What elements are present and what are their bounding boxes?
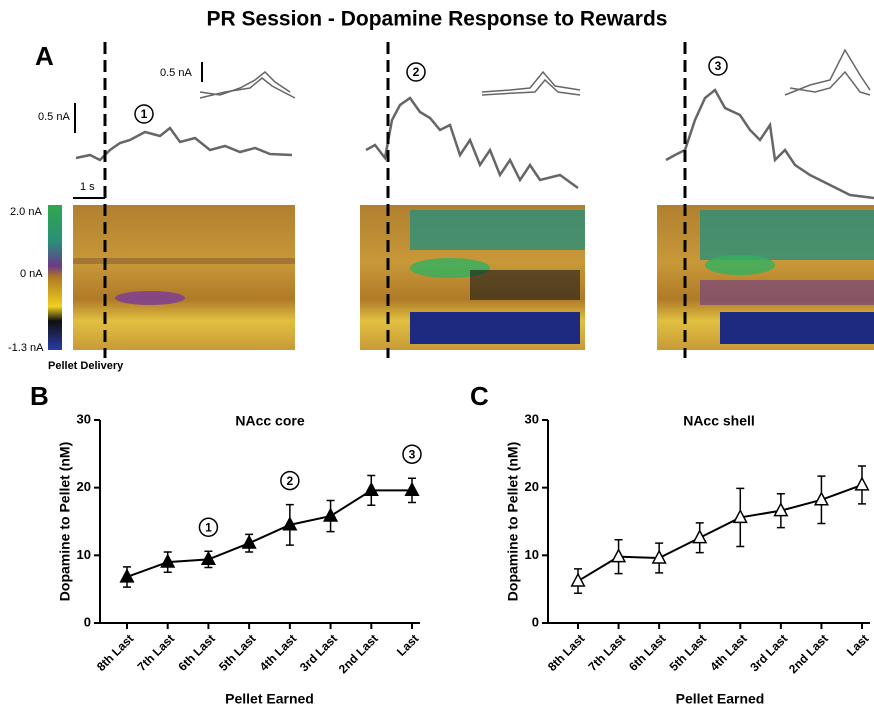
data-point bbox=[813, 491, 829, 506]
x-tick-label: 6th Last bbox=[626, 631, 668, 673]
data-point bbox=[854, 476, 870, 491]
y-axis-label: Dopamine to Pellet (nM) bbox=[505, 442, 521, 601]
x-tick-label: 8th Last bbox=[545, 631, 587, 673]
annotation-marker bbox=[280, 470, 300, 491]
y-tick-label: 10 bbox=[525, 547, 539, 562]
series-line bbox=[577, 484, 863, 582]
x-tick-label: Last bbox=[844, 631, 871, 658]
event-line bbox=[103, 42, 687, 358]
trial-label: 2 bbox=[413, 65, 420, 79]
y-axis-label: Dopamine to Pellet (nM) bbox=[57, 442, 73, 601]
data-point bbox=[611, 548, 627, 563]
trial-marker bbox=[406, 62, 426, 82]
heatmap bbox=[73, 205, 295, 350]
colorbar-label: 2.0 nA bbox=[10, 206, 42, 218]
data-point bbox=[363, 481, 379, 497]
data-point bbox=[651, 549, 667, 564]
y-tick-label: 20 bbox=[77, 479, 91, 494]
x-tick-label: 6th Last bbox=[175, 631, 217, 673]
y-tick-label: 0 bbox=[532, 614, 539, 629]
trial-marker bbox=[708, 56, 728, 76]
event-label: Pellet Delivery bbox=[48, 360, 124, 372]
data-point bbox=[160, 553, 176, 568]
colorbar-label: 0 nA bbox=[20, 268, 43, 280]
annotation-marker bbox=[198, 517, 219, 538]
panel-letter: C bbox=[470, 381, 489, 411]
x-tick-label: 4th Last bbox=[707, 631, 749, 673]
y-tick-label: 30 bbox=[525, 411, 539, 426]
x-axis-label: Pellet Earned bbox=[225, 691, 314, 707]
data-point bbox=[282, 516, 298, 531]
y-tick-label: 20 bbox=[525, 479, 539, 494]
scale-label: 0.5 nA bbox=[160, 67, 192, 79]
panel-letter: B bbox=[30, 381, 49, 411]
x-axis-label: Pellet Earned bbox=[676, 691, 765, 707]
trace bbox=[75, 48, 874, 200]
x-tick-label: 3rd Last bbox=[297, 631, 340, 674]
data-point bbox=[241, 534, 257, 549]
x-tick-label: 5th Last bbox=[667, 631, 709, 673]
x-tick-label: 8th Last bbox=[94, 631, 136, 673]
x-tick-label: Last bbox=[394, 631, 421, 658]
x-tick-label: 4th Last bbox=[257, 631, 299, 673]
data-point bbox=[773, 502, 789, 517]
x-tick-label: 3rd Last bbox=[747, 631, 790, 674]
x-tick-label: 7th Last bbox=[585, 631, 627, 673]
x-tick-label: 5th Last bbox=[216, 631, 258, 673]
data-point bbox=[732, 508, 748, 524]
x-tick-label: 7th Last bbox=[135, 631, 177, 673]
y-tick-label: 0 bbox=[84, 614, 91, 629]
trial-marker bbox=[134, 104, 154, 124]
scale-label: 1 s bbox=[80, 181, 95, 193]
heatmap bbox=[657, 205, 874, 350]
x-tick-label: 2nd Last bbox=[336, 631, 381, 676]
trial-label: 3 bbox=[715, 59, 722, 73]
colorbar bbox=[48, 205, 62, 350]
trial-label: 1 bbox=[141, 107, 148, 121]
y-tick-label: 10 bbox=[77, 547, 91, 562]
annotation-marker bbox=[402, 444, 422, 464]
annotation: 2 bbox=[287, 474, 294, 488]
heatmap bbox=[360, 205, 585, 350]
annotation: 1 bbox=[205, 520, 212, 534]
chart-title: NAcc core bbox=[235, 413, 304, 429]
annotation: 3 bbox=[409, 447, 416, 461]
scale-label: 0.5 nA bbox=[38, 111, 70, 123]
panel-letter: A bbox=[35, 41, 54, 71]
data-point bbox=[200, 550, 216, 566]
colorbar-label: -1.3 nA bbox=[8, 342, 44, 354]
data-point bbox=[692, 529, 708, 544]
figure-title: PR Session - Dopamine Response to Reward… bbox=[207, 8, 668, 31]
chart-title: NAcc shell bbox=[683, 413, 755, 429]
data-point bbox=[570, 572, 586, 587]
data-point bbox=[119, 568, 135, 583]
x-tick-label: 2nd Last bbox=[786, 631, 831, 676]
data-point bbox=[323, 507, 339, 522]
y-tick-label: 30 bbox=[77, 411, 91, 426]
data-point bbox=[404, 481, 420, 497]
